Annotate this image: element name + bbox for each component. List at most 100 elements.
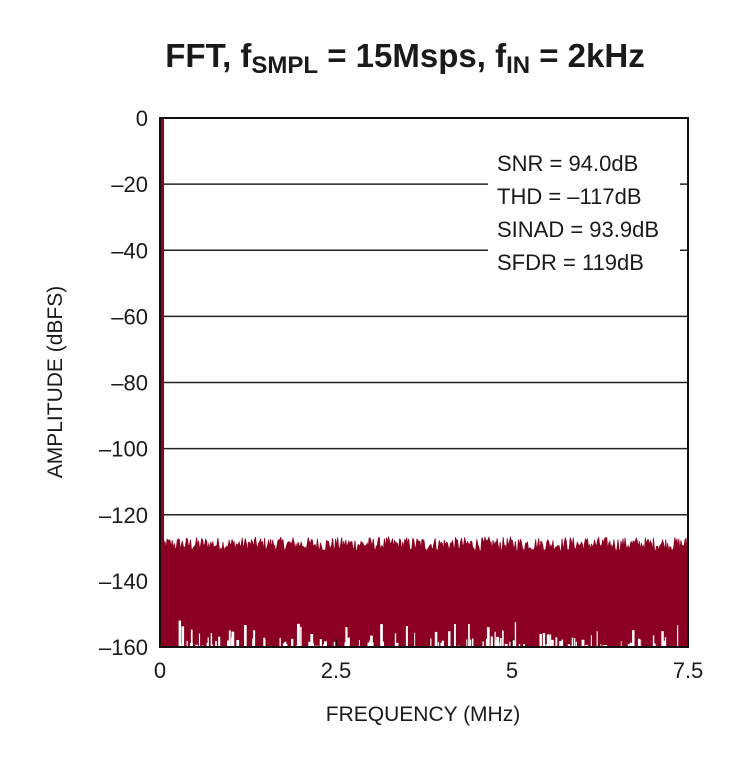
noise-null [549,634,552,647]
noise-null [434,631,438,647]
noise-null [284,641,287,647]
noise-null [514,622,517,647]
noise-null [574,638,576,647]
title-subscript: IN [506,52,530,79]
noise-null [509,641,511,647]
noise-null [559,640,563,647]
y-tick-label: 0 [136,106,148,131]
noise-null [440,642,443,647]
noise-null [279,637,281,647]
noise-null [504,643,508,647]
title-segment: FFT, f [165,37,252,74]
noise-null [369,640,371,647]
noise-null [561,639,564,647]
noise-null [468,623,470,647]
noise-null [231,631,235,647]
noise-null [405,626,408,647]
noise-null [228,630,231,647]
noise-null [381,642,383,647]
y-tick-label: –120 [99,503,148,528]
noise-null [604,644,607,647]
x-axis-ticks: 0 2.5 5 7.5 [154,639,703,683]
noise-null [358,640,360,647]
noise-null [482,641,484,647]
noise-null [523,644,526,647]
x-tick-label: 5 [506,658,518,683]
noise-null [441,640,444,647]
noise-null [453,624,456,647]
y-tick-label: –20 [111,172,148,197]
noise-null [495,640,497,647]
annotation-block: SNR = 94.0dB THD = –117dB SINAD = 93.9dB SF… [488,142,680,275]
noise-null [382,641,385,647]
plot-frame [159,117,689,648]
noise-null [395,642,399,647]
y-tick-label: –140 [99,569,148,594]
y-tick-label: –160 [99,635,148,660]
noise-null [308,641,312,647]
noise-null [230,637,233,647]
y-tick-label: –40 [111,238,148,263]
noise-null [333,641,336,647]
noise-null [600,644,602,647]
y-tick-label: –80 [111,371,148,396]
noise-null [637,638,641,647]
noise-null [296,623,300,647]
title-segment: = 2kHz [530,37,645,74]
noise-null [518,644,521,647]
noise-null [661,631,664,647]
annotation-4: SFDR = 119dB [497,250,644,275]
noise-null [581,639,585,647]
noise-null [640,639,642,647]
noise-null [263,637,266,647]
noise-null [264,639,266,647]
noise-null [629,642,633,647]
noise-null [502,630,504,647]
noise-null [311,635,313,647]
annotation-2: THD = –117dB [497,184,642,209]
noise-null [496,636,500,647]
noise-null [471,638,474,647]
noise-null [542,633,546,647]
noise-null [551,639,554,647]
noise-null [206,642,208,647]
noise-floor-series [159,118,689,648]
noise-null [286,644,288,647]
noise-null [677,625,679,647]
noise-null [218,636,221,647]
noise-null [486,627,490,647]
noise-null [181,626,185,647]
noise-null [469,639,472,647]
noise-null [291,638,294,647]
noise-floor-area [159,535,689,648]
noise-null [211,644,214,647]
x-tick-label: 7.5 [673,658,704,683]
noise-null [499,638,502,647]
noise-null [345,627,348,647]
noise-null [300,626,302,647]
noise-null [652,635,655,647]
noise-null [195,644,198,647]
noise-null [236,639,240,647]
noise-null [210,633,213,647]
noise-null [190,629,193,647]
noise-null [178,620,182,647]
noise-null [596,631,598,647]
noise-null [394,633,397,647]
noise-null [555,637,558,647]
noise-null [414,632,416,647]
noise-null [252,638,253,647]
noise-null [546,634,550,647]
noise-null [253,630,256,647]
noise-null [244,624,247,647]
noise-null [575,641,577,647]
noise-null [620,641,622,647]
noise-null [215,641,217,647]
noise-null [490,636,493,647]
noise-null [186,640,188,647]
noise-null [590,635,592,647]
x-axis-title: FREQUENCY (MHz) [326,703,520,726]
noise-null [485,638,489,647]
noise-null [430,638,432,647]
